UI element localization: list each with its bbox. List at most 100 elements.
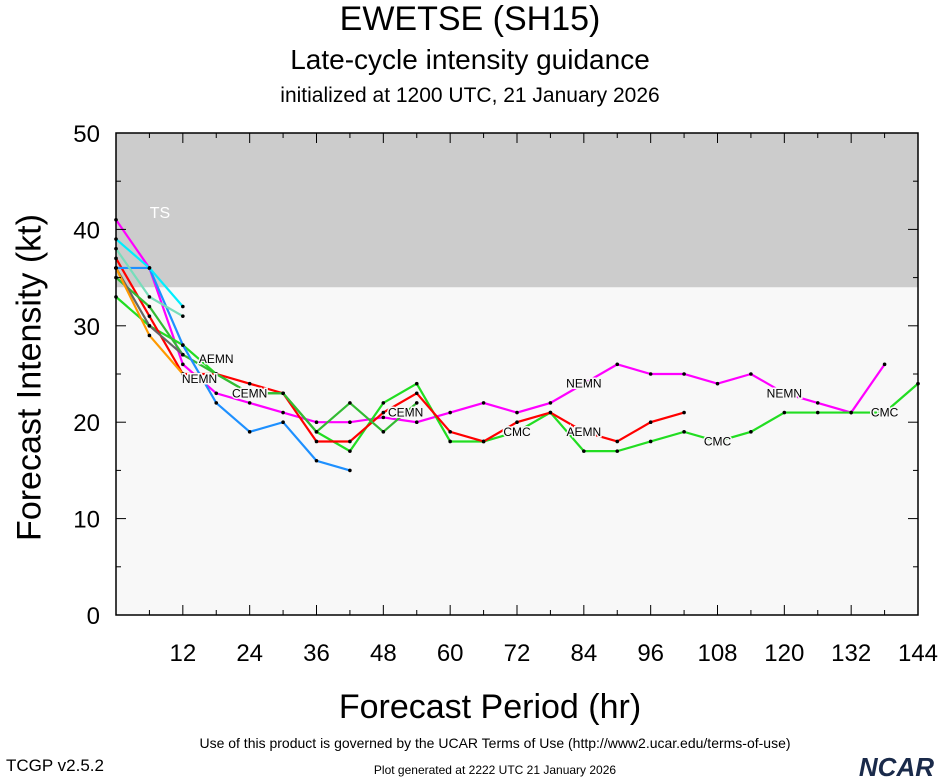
y-tick-label: 0	[87, 603, 100, 630]
series-label: NEMN	[767, 386, 802, 400]
x-tick-label: 60	[437, 640, 464, 667]
series-label: CEMN	[388, 406, 423, 420]
series-label: AEMN	[199, 352, 234, 366]
series-label: CMC	[704, 434, 732, 448]
data-point	[247, 381, 252, 386]
ts-band-label: TS	[150, 205, 170, 222]
data-point	[314, 458, 319, 463]
x-tick-label: 12	[169, 640, 196, 667]
data-point	[648, 372, 653, 376]
series-label: CMC	[871, 406, 899, 420]
data-point	[181, 314, 185, 318]
chart-title: EWETSE (SH15)	[339, 0, 601, 38]
data-point	[682, 430, 686, 434]
data-point	[615, 362, 620, 367]
generated-time: Plot generated at 2222 UTC 21 January 20…	[373, 763, 617, 777]
data-point	[615, 449, 620, 453]
data-point	[582, 449, 586, 453]
x-tick-label: 108	[697, 640, 737, 667]
series-label: AEMN	[566, 425, 601, 439]
data-point	[281, 420, 285, 425]
data-point	[615, 439, 620, 444]
series-line-aemn	[115, 257, 685, 443]
data-point	[682, 372, 686, 376]
terms-notice: Use of this product is governed by the U…	[199, 735, 791, 751]
data-point	[381, 415, 386, 420]
x-tick-label: 48	[370, 640, 397, 667]
data-point	[582, 381, 586, 386]
data-point	[281, 391, 285, 396]
series-label: CMC	[503, 425, 531, 439]
x-axis-label: Forecast Period (hr)	[338, 688, 642, 726]
x-tick-label: 144	[898, 640, 938, 667]
data-point	[515, 410, 519, 415]
data-point	[348, 401, 352, 405]
data-point	[181, 362, 185, 367]
data-point	[381, 410, 386, 415]
data-point	[348, 439, 352, 444]
y-tick-label: 20	[73, 410, 100, 437]
data-point	[882, 362, 887, 367]
data-point	[582, 430, 586, 434]
data-point	[548, 401, 553, 405]
x-tick-label: 72	[504, 640, 531, 667]
y-tick-label: 10	[73, 507, 100, 534]
data-point	[181, 352, 185, 357]
data-point	[414, 420, 419, 425]
data-point	[147, 266, 152, 270]
data-point	[515, 420, 519, 425]
data-point	[381, 430, 386, 434]
data-point	[448, 430, 452, 434]
data-point	[314, 439, 319, 444]
x-tick-label: 120	[764, 640, 804, 667]
data-point	[214, 391, 219, 396]
data-point	[749, 430, 753, 434]
series-label: NEMN	[566, 377, 601, 391]
data-point	[314, 430, 319, 434]
data-point	[648, 439, 653, 444]
y-tick-label: 40	[73, 217, 100, 244]
series-line-cemn	[115, 276, 418, 434]
chart-subtitle: Late-cycle intensity guidance	[290, 44, 650, 75]
data-point	[448, 410, 452, 415]
data-point	[247, 391, 252, 396]
data-point	[414, 391, 419, 396]
data-point	[815, 410, 820, 415]
data-point	[515, 430, 519, 434]
chart-init-time: initialized at 1200 UTC, 21 January 2026	[280, 84, 660, 107]
data-point	[782, 391, 787, 396]
data-point	[214, 401, 219, 405]
data-point	[314, 420, 319, 425]
data-point	[147, 304, 152, 309]
data-point	[147, 324, 152, 328]
data-point	[448, 439, 452, 444]
data-point	[548, 410, 553, 415]
data-point	[348, 468, 352, 473]
data-point	[414, 381, 419, 386]
data-point	[481, 401, 486, 405]
data-point	[147, 314, 152, 318]
data-point	[247, 401, 252, 405]
x-tick-label: 24	[236, 640, 263, 667]
y-axis-label: Forecast Intensity (kt)	[10, 214, 49, 541]
data-point	[882, 410, 887, 415]
data-point	[147, 333, 152, 338]
data-point	[247, 430, 252, 434]
x-tick-label: 84	[570, 640, 597, 667]
ncar-logo: NCAR	[858, 752, 934, 782]
series-line-hwrf	[116, 266, 351, 472]
ts-band	[116, 133, 918, 288]
data-point	[715, 439, 720, 444]
data-point	[181, 343, 185, 347]
data-point	[682, 410, 686, 415]
series-label: NEMN	[182, 372, 217, 386]
data-point	[281, 410, 285, 415]
data-point	[214, 372, 219, 376]
data-point	[815, 401, 820, 405]
data-point	[181, 372, 185, 376]
version-label: TCGP v2.5.2	[6, 756, 104, 775]
data-point	[381, 401, 386, 405]
x-tick-label: 36	[303, 640, 330, 667]
data-point	[147, 295, 152, 299]
